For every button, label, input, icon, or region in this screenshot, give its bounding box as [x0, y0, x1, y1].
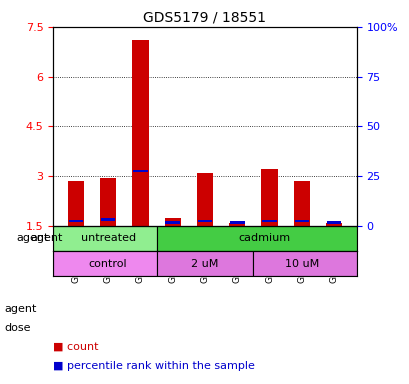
Bar — [164, 218, 180, 226]
Bar — [293, 181, 309, 226]
Bar — [229, 221, 244, 224]
Text: untreated: untreated — [81, 233, 135, 243]
Text: dose: dose — [4, 323, 31, 333]
Bar — [326, 221, 341, 224]
Text: ■ percentile rank within the sample: ■ percentile rank within the sample — [53, 361, 254, 371]
Bar — [165, 221, 180, 224]
Bar — [197, 220, 212, 222]
Text: 10 uM: 10 uM — [284, 259, 318, 269]
Text: cadmium: cadmium — [238, 233, 290, 243]
Text: 2 uM: 2 uM — [191, 259, 218, 269]
Bar — [68, 220, 83, 222]
Bar — [196, 173, 213, 226]
Bar — [253, 251, 356, 276]
Bar — [100, 178, 116, 226]
Bar — [53, 226, 156, 251]
Bar — [261, 169, 277, 226]
Bar — [133, 170, 147, 172]
Bar — [229, 222, 245, 226]
Bar — [132, 40, 148, 226]
Text: agent: agent — [31, 233, 63, 243]
Bar — [53, 251, 156, 276]
Text: ■ count: ■ count — [53, 341, 99, 351]
Bar — [262, 220, 276, 222]
Text: agent: agent — [16, 233, 48, 243]
Bar — [67, 181, 84, 226]
Bar — [156, 226, 356, 251]
Bar — [325, 222, 342, 226]
Bar — [156, 251, 253, 276]
Text: control: control — [89, 259, 127, 269]
Bar — [101, 218, 115, 220]
Text: agent: agent — [4, 304, 36, 314]
Bar — [294, 220, 308, 222]
Title: GDS5179 / 18551: GDS5179 / 18551 — [143, 10, 266, 24]
